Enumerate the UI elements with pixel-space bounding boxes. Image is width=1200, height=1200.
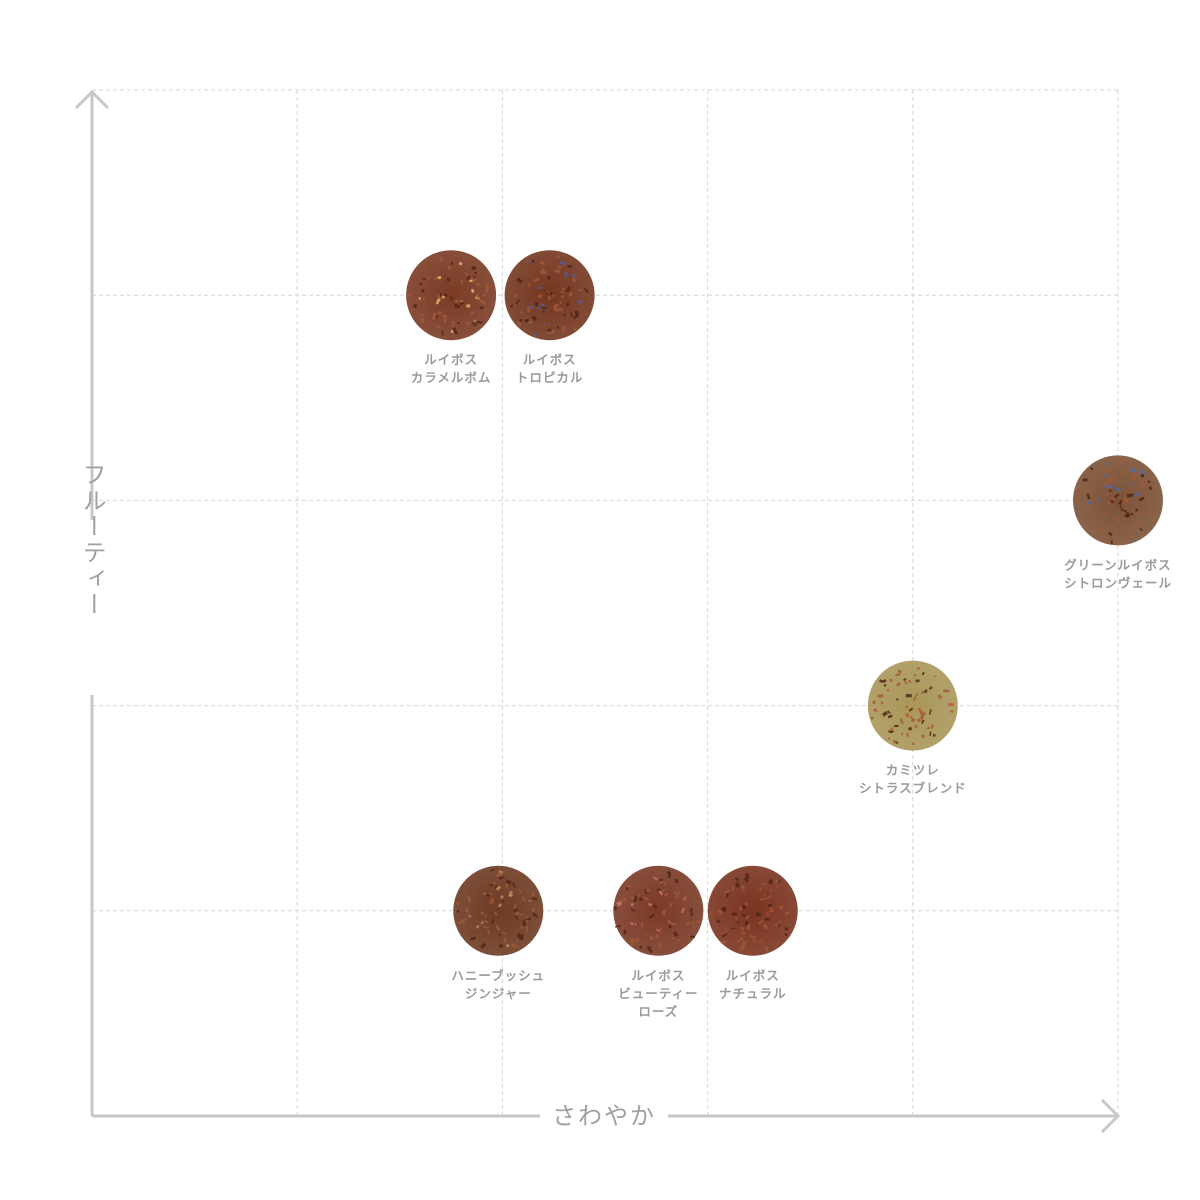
grid <box>92 89 1119 1116</box>
tea-label: ルイボス <box>726 968 780 983</box>
tea-label: ルイボス <box>523 352 577 367</box>
tea-leaf-image <box>453 865 544 956</box>
tea-label: ローズ <box>638 1004 678 1019</box>
tea-label: シトラスブレンド <box>859 781 967 796</box>
tea-label: カラメルボム <box>411 370 492 385</box>
tea-leaf-image <box>613 865 704 956</box>
tea-label: トロピカル <box>516 370 584 385</box>
tea-leaf-image <box>707 865 798 956</box>
tea-leaf-image <box>1073 455 1163 546</box>
tea-leaf-image <box>406 250 497 341</box>
tea-label: ビューティー <box>618 986 698 1001</box>
tea-label: ルイボス <box>424 352 478 367</box>
tea-leaf-image <box>504 250 595 341</box>
tea-label: グリーンルイボス <box>1064 557 1171 572</box>
y-axis-title: フルーティー <box>78 462 106 618</box>
tea-label: ジンジャー <box>465 986 532 1001</box>
x-axis-title: さわやか <box>552 1102 656 1130</box>
tea-label: ナチュラル <box>719 986 787 1001</box>
x-axis-arrow-icon <box>1100 1098 1121 1134</box>
tea-label: シトロンヴェール <box>1064 575 1172 590</box>
tea-label: カミツレ <box>886 763 940 778</box>
points: ルイボスカラメルボムルイボストロピカルグリーンルイボスシトロンヴェールカミツレシ… <box>406 250 1172 1019</box>
axes: さわやか フルーティー <box>72 89 1121 1136</box>
tea-label: ハニーブッシュ <box>451 968 545 983</box>
tea-leaf-image <box>867 660 958 751</box>
tea-label: ルイボス <box>631 968 685 983</box>
y-axis-arrow-icon <box>74 89 110 110</box>
